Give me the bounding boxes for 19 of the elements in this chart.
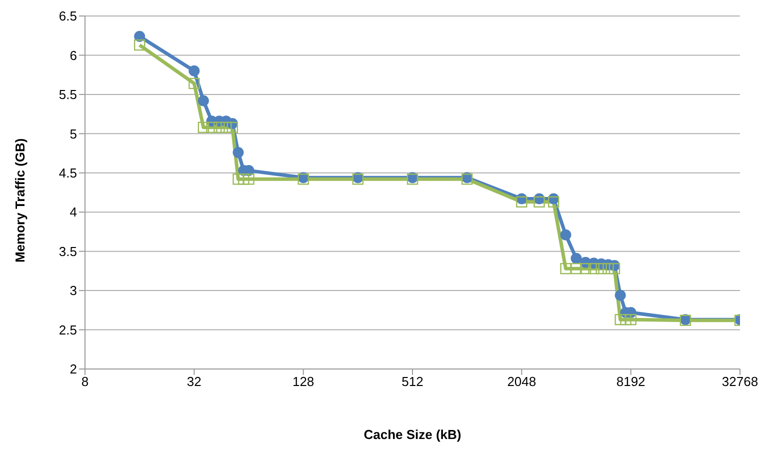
y-tick-label: 2 xyxy=(70,362,77,377)
x-tick-label: 32 xyxy=(186,374,202,390)
y-tick-label: 6.5 xyxy=(58,8,77,24)
x-axis-title: Cache Size (kB) xyxy=(364,427,462,442)
y-axis-title: Memory Traffic (GB) xyxy=(12,138,28,262)
x-tick-label: 8192 xyxy=(616,374,646,390)
y-tick-label: 6 xyxy=(70,48,77,63)
x-tick-label: 8 xyxy=(81,374,89,390)
x-tick-label: 128 xyxy=(292,374,314,390)
y-tick-label: 4 xyxy=(70,204,77,220)
y-tick-label: 5.5 xyxy=(58,87,77,102)
y-tick-label: 3 xyxy=(70,283,77,298)
x-tick-label: 2048 xyxy=(507,374,536,390)
y-tick-label: 4.5 xyxy=(58,166,77,181)
y-tick-label: 5 xyxy=(70,126,77,142)
y-tick-label: 2.5 xyxy=(58,322,77,338)
x-tick-label: 512 xyxy=(402,374,424,390)
y-tick-label: 3.5 xyxy=(58,244,77,259)
x-tick-label: 32768 xyxy=(722,374,758,390)
